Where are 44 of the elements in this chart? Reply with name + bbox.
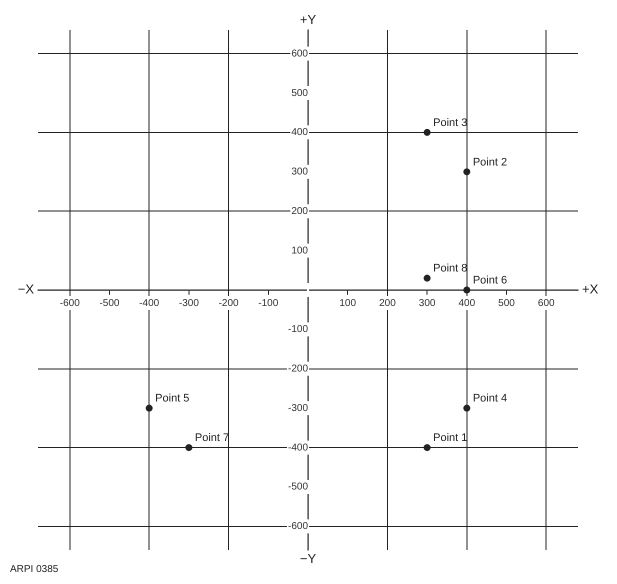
y-tick-label: 500 bbox=[291, 88, 308, 99]
x-tick-label: -300 bbox=[178, 298, 200, 309]
y-tick-label: -200 bbox=[288, 364, 308, 375]
y-tick-label: 200 bbox=[291, 206, 308, 217]
data-label: Point 6 bbox=[472, 274, 508, 287]
x-tick-label: -400 bbox=[139, 298, 160, 309]
x-tick-label: -200 bbox=[218, 298, 240, 309]
point bbox=[424, 444, 431, 452]
data-label: Point 2 bbox=[472, 156, 508, 168]
x-tick-label: 500 bbox=[498, 298, 516, 309]
point bbox=[463, 286, 470, 294]
y-tick-label: 600 bbox=[291, 48, 308, 60]
x-tick-label: 100 bbox=[339, 298, 356, 309]
point bbox=[463, 404, 470, 412]
text: ARPI 0385 bbox=[10, 564, 59, 575]
data-label: Point 1 bbox=[433, 432, 468, 444]
data-label: Point 5 bbox=[155, 392, 190, 405]
y-tick-label: 300 bbox=[291, 166, 308, 178]
x-tick-label: 400 bbox=[458, 298, 476, 309]
y-tick-label: -300 bbox=[288, 402, 308, 414]
point bbox=[185, 444, 192, 452]
y-tick-label: -500 bbox=[288, 482, 308, 493]
data-label: Point 3 bbox=[433, 116, 468, 129]
y-tick-label: -400 bbox=[288, 442, 308, 454]
x-tick-label: -500 bbox=[99, 298, 120, 309]
point bbox=[463, 168, 470, 176]
x-tick-label: 200 bbox=[379, 298, 396, 309]
point bbox=[146, 404, 153, 412]
x-tick-label: -600 bbox=[60, 298, 80, 309]
y-tick-label: -100 bbox=[288, 324, 308, 336]
y-tick-label: -600 bbox=[288, 521, 308, 532]
x-tick-label: 600 bbox=[538, 298, 556, 309]
x-tick-label: -100 bbox=[258, 298, 279, 309]
point bbox=[424, 274, 431, 282]
text: −X bbox=[18, 282, 34, 297]
text: −Y bbox=[300, 551, 316, 566]
x-axis-title: +X bbox=[582, 282, 599, 297]
data-label: Point 4 bbox=[472, 392, 508, 405]
y-tick-label: 400 bbox=[291, 127, 308, 138]
y-tick-label: 100 bbox=[291, 245, 308, 256]
point bbox=[424, 128, 431, 136]
x-tick-label: 300 bbox=[418, 298, 436, 309]
data-label: Point 8 bbox=[433, 262, 468, 275]
y-axis-title: +Y bbox=[300, 12, 316, 28]
